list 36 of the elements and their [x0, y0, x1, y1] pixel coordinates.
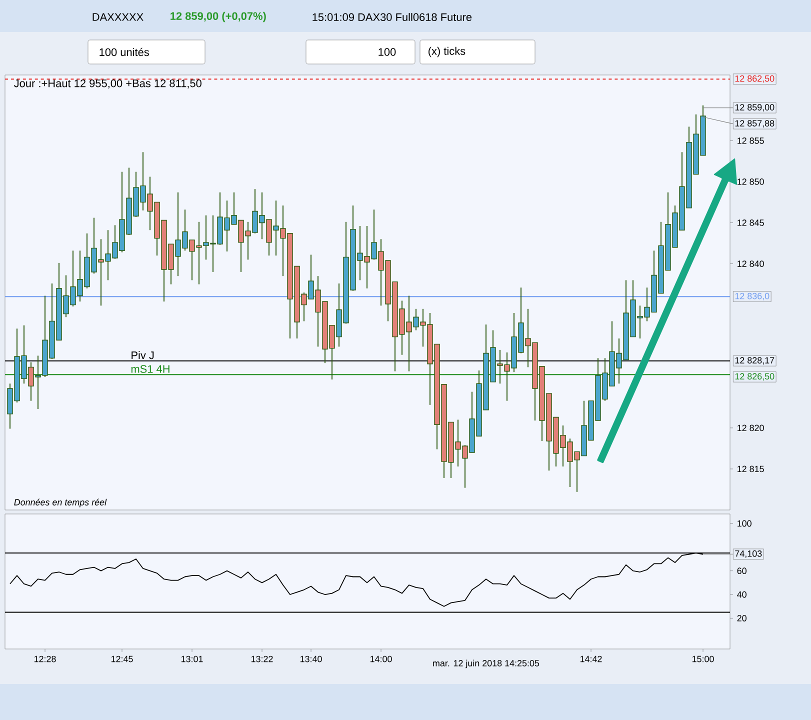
- y-tick-label: 12 845: [738, 220, 764, 226]
- y-tick-label: 12 855: [738, 137, 764, 144]
- chart-subtitle: 12 859,00 (+0,07%): [170, 12, 266, 22]
- text: (x) ticks: [428, 46, 466, 58]
- x-tick-label: 13:01: [181, 656, 203, 662]
- ref-line-label: 12 862,50: [735, 75, 774, 83]
- x-tick-label: 13:22: [251, 656, 273, 662]
- y-tick-label: 100: [738, 520, 752, 527]
- chart-title: DAXXXXX: [92, 13, 144, 21]
- annotation: Piv J: [132, 351, 154, 360]
- text: 100: [378, 48, 396, 56]
- y-tick-label: 12 820: [738, 424, 764, 432]
- annotation: 12 857,88: [735, 120, 774, 128]
- annotation: mS1 4H: [131, 365, 170, 373]
- annotation: Données en temps réel: [14, 498, 107, 508]
- y-tick-label: 12 815: [738, 466, 764, 472]
- y-tick-label: 12 850: [738, 178, 764, 185]
- x-tick-label: 14:00: [370, 656, 392, 662]
- x-tick-label: 12:45: [111, 656, 133, 662]
- y-tick-label: 12 840: [738, 260, 764, 267]
- ref-line-label: 12 828,17: [735, 357, 774, 365]
- x-tick-label: 14:42: [580, 656, 602, 662]
- x-tick-label: 13:40: [300, 656, 322, 662]
- annotation: 74,103: [735, 550, 762, 558]
- x-tick-label: 12:28: [34, 656, 56, 662]
- y-tick-label: 60: [737, 568, 746, 574]
- y-tick-label: 20: [737, 615, 746, 622]
- x-tick-label: 15:00: [692, 656, 714, 662]
- text: mar. 12 juin 2018 14:25:05: [433, 660, 540, 668]
- annotation: 12 859,00: [735, 104, 774, 112]
- text: 15:01:09 DAX30 Full0618 Future: [312, 12, 472, 22]
- annotation: Jour :+Haut 12 955,00 +Bas 12 811,50: [14, 79, 202, 89]
- ref-line-label: 12 826,50: [735, 373, 774, 381]
- y-tick-label: 40: [737, 591, 746, 598]
- text: 100 unités: [100, 48, 149, 56]
- ref-line-label: 12 836,0: [735, 292, 770, 300]
